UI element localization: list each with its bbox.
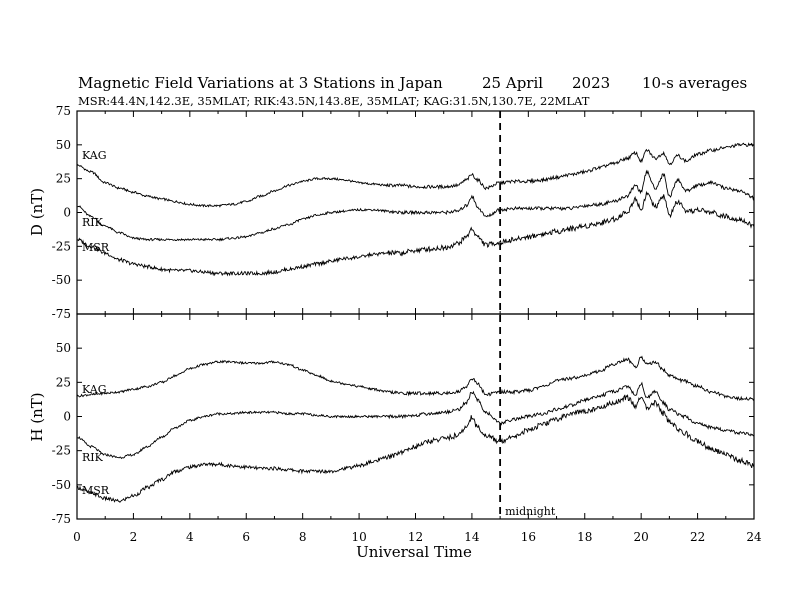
- panel-h-frame: [76, 313, 755, 520]
- d-ytick-label: -75: [52, 307, 71, 321]
- d-ytick-label: -50: [52, 273, 71, 287]
- xtick-label: 14: [464, 530, 480, 544]
- h-label-msr: MSR: [82, 484, 110, 497]
- xtick-label: 0: [73, 530, 81, 544]
- d-axis-label: D (nT): [28, 188, 46, 236]
- h-ytick-label: 0: [63, 410, 71, 424]
- h-label-rik: RIK: [82, 451, 104, 464]
- h-ytick-label: -75: [52, 512, 71, 526]
- xtick-label: 20: [634, 530, 649, 544]
- chart-date: 25 April: [482, 74, 543, 92]
- h-series-kag: [76, 355, 755, 402]
- d-series-kag: [76, 142, 755, 208]
- d-series-msr: [76, 190, 755, 277]
- h-ytick-label: -50: [52, 478, 71, 492]
- h-label-kag: KAG: [82, 383, 107, 396]
- chart-title: Magnetic Field Variations at 3 Stations …: [78, 74, 443, 92]
- xtick-label: 2: [130, 530, 138, 544]
- x-axis: 0 2 4 6 8 10 12 14 16 18 20 22 24: [73, 530, 762, 544]
- chart-averaging: 10-s averages: [642, 74, 747, 92]
- d-series-rik: [76, 169, 755, 242]
- xtick-label: 4: [186, 530, 194, 544]
- station-coordinates: MSR:44.4N,142.3E, 35MLAT; RIK:43.5N,143.…: [78, 94, 590, 108]
- h-ytick-label: 50: [56, 341, 71, 355]
- h-series-rik: [76, 381, 755, 460]
- d-ytick-label: 50: [56, 138, 71, 152]
- panel-d: 75 50 25 0 -25 -50 -75 KAG RIK MSR: [52, 104, 755, 321]
- xtick-label: 24: [746, 530, 762, 544]
- d-ytick-label: 75: [56, 104, 71, 118]
- h-axis-label: H (nT): [28, 392, 46, 441]
- d-label-kag: KAG: [82, 149, 107, 162]
- d-ytick-label: 25: [56, 172, 71, 186]
- d-ytick-label: 0: [63, 206, 71, 220]
- xtick-label: 6: [242, 530, 250, 544]
- d-ytick-label: -25: [52, 239, 71, 253]
- xtick-label: 22: [690, 530, 705, 544]
- d-label-rik: RIK: [82, 216, 104, 229]
- xtick-label: 12: [408, 530, 423, 544]
- h-ytick-label: -25: [52, 444, 71, 458]
- h-ytick-label: 25: [56, 375, 71, 389]
- chart-year: 2023: [572, 74, 610, 92]
- h-series-msr: [76, 394, 755, 503]
- d-label-msr: MSR: [82, 241, 110, 254]
- x-axis-label: Universal Time: [356, 543, 472, 561]
- midnight-label: midnight: [505, 505, 556, 518]
- xtick-label: 18: [577, 530, 592, 544]
- panel-h: 50 25 0 -25 -50 -75 KAG RIK MSR: [52, 314, 755, 526]
- xtick-label: 10: [351, 530, 366, 544]
- xtick-label: 8: [299, 530, 307, 544]
- xtick-label: 16: [521, 530, 536, 544]
